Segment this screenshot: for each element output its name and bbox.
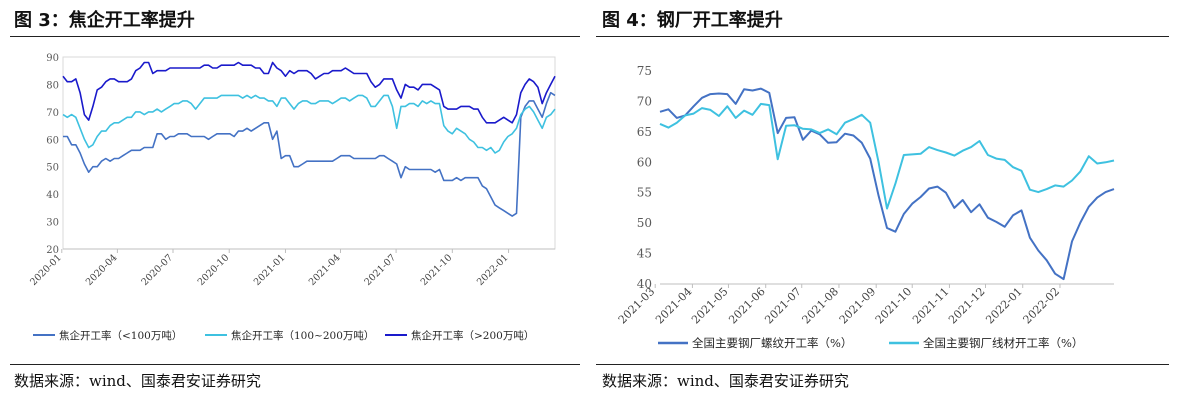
x-tick-label: 2021-04	[653, 285, 695, 327]
source-note: 数据来源：wind、国泰君安证券研究	[602, 372, 849, 390]
x-tick-label: 2021-05	[689, 285, 731, 327]
y-tick-label: 65	[637, 125, 652, 139]
y-tick-label: 50	[46, 163, 59, 174]
x-tick-label: 2022-02	[1021, 285, 1063, 327]
source-rule	[10, 364, 580, 365]
x-tick-label: 2021-01	[252, 252, 288, 288]
y-tick-label: 40	[637, 277, 652, 291]
plot-frame	[62, 56, 556, 250]
y-tick-label: 40	[46, 190, 59, 201]
source-rule	[596, 364, 1169, 365]
y-tick-label: 60	[637, 155, 652, 169]
x-tick-label: 2021-11	[910, 285, 952, 327]
figure-3-panel: 图 3：焦企开工率提升 20 30 40 50 60 70 80 90 2020-01 2020-…	[0, 0, 580, 413]
title-rule	[596, 36, 1169, 37]
series-line-1	[63, 91, 556, 217]
series-line-2	[659, 102, 1115, 210]
x-tick-label: 2021-07	[363, 252, 399, 288]
series-line-2	[62, 94, 556, 154]
series-line-3	[62, 61, 556, 124]
legend-label: 全国主要钢厂螺纹开工率（%）	[692, 336, 852, 350]
x-tick-label: 2022-01	[983, 285, 1025, 327]
x-tick-label: 2021-12	[946, 285, 988, 327]
y-tick-label: 70	[46, 108, 59, 119]
x-tick-label: 2020-10	[196, 252, 232, 288]
y-tick-label: 45	[637, 247, 652, 261]
x-tick-label: 2021-06	[726, 285, 768, 327]
y-tick-label: 75	[637, 64, 652, 78]
x-tick-label: 2020-04	[84, 252, 120, 288]
figure-title: 图 3：焦企开工率提升	[14, 10, 195, 31]
legend-label: 焦企开工率（100~200万吨）	[231, 329, 374, 342]
series-line-1	[659, 87, 1115, 281]
x-tick-label: 2021-04	[307, 252, 343, 288]
x-tick-label: 2020-01	[28, 252, 64, 288]
y-tick-label: 90	[46, 53, 59, 64]
y-tick-label: 30	[46, 218, 59, 229]
figure-4-panel: 图 4：钢厂开工率提升 40 45 50 55 60 65 70 75 2021-03 2021-…	[596, 0, 1185, 413]
steel-mill-utilization-chart: 40455055606570752021-032021-042021-05202…	[616, 64, 1115, 350]
x-tick-label: 2021-03	[616, 285, 658, 327]
y-tick-label: 70	[637, 94, 652, 108]
x-tick-label: 2020-07	[139, 252, 175, 288]
y-tick-label: 20	[46, 245, 59, 256]
title-rule	[10, 36, 580, 37]
x-tick-label: 2021-08	[800, 285, 842, 327]
legend-label: 焦企开工率（>200万吨）	[411, 329, 534, 342]
x-tick-label: 2021-10	[873, 285, 915, 327]
x-tick-label: 2021-09	[837, 285, 879, 327]
source-note: 数据来源：wind、国泰君安证券研究	[14, 372, 261, 390]
x-tick-label: 2022-01	[475, 252, 511, 288]
x-tick-label: 2021-07	[762, 285, 804, 327]
figure-title: 图 4：钢厂开工率提升	[602, 10, 783, 31]
coke-utilization-chart: 20 30 40 50 60 70 80 90 2020-01 2020-04 2020-07 202…	[28, 53, 556, 342]
y-tick-label: 60	[46, 135, 59, 146]
x-tick-label: 2021-10	[419, 252, 455, 288]
y-tick-label: 55	[637, 186, 652, 200]
legend-label: 全国主要钢厂线材开工率（%）	[923, 336, 1083, 350]
y-tick-label: 80	[46, 80, 59, 91]
legend-label: 焦企开工率（<100万吨）	[59, 329, 182, 342]
y-tick-label: 50	[637, 216, 652, 230]
